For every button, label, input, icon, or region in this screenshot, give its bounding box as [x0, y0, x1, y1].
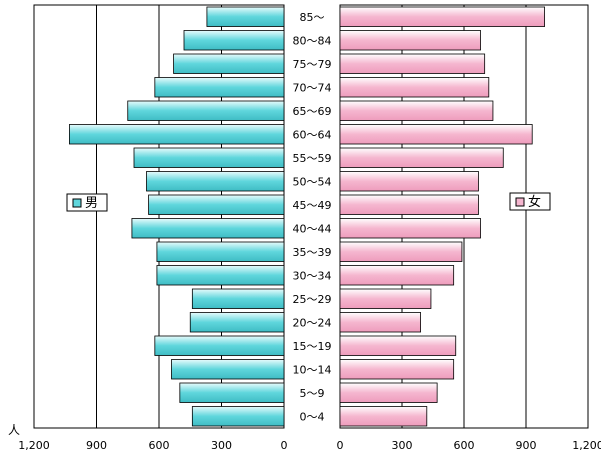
- legend-female-label: 女: [528, 194, 541, 210]
- male-bar: [189, 312, 285, 333]
- male-bar: [156, 241, 285, 262]
- age-group-label: 0～4: [300, 410, 325, 423]
- age-group-label: 10～14: [293, 363, 332, 376]
- female-bar: [339, 171, 479, 192]
- female-bar: [339, 265, 455, 286]
- age-group-label: 70～74: [293, 81, 332, 94]
- male-x-tick-label: 600: [149, 439, 170, 452]
- male-bar: [146, 171, 285, 192]
- age-group-label: 25～29: [293, 293, 332, 306]
- female-x-tick-label: 600: [454, 439, 475, 452]
- male-panel: [33, 4, 285, 429]
- age-group-label: 50～54: [293, 175, 332, 188]
- female-bar: [339, 312, 421, 333]
- legend-female: 女: [509, 192, 551, 211]
- male-bar: [148, 194, 285, 215]
- age-group-label: 85～: [300, 11, 325, 24]
- female-bar: [339, 359, 455, 380]
- male-bar: [183, 30, 285, 51]
- female-bar: [339, 147, 504, 168]
- legend-male-swatch: [72, 198, 82, 208]
- age-group-label: 40～44: [293, 222, 332, 235]
- age-group-label: 5～9: [300, 387, 325, 400]
- male-bar: [131, 218, 285, 239]
- male-x-tick-label: 300: [211, 439, 232, 452]
- male-bar: [154, 335, 285, 356]
- female-bar: [339, 194, 479, 215]
- male-x-tick-label: 900: [86, 439, 107, 452]
- female-bar: [339, 100, 494, 121]
- male-bar: [206, 6, 285, 27]
- male-bar: [156, 265, 285, 286]
- male-bar: [127, 100, 285, 121]
- female-x-tick-label: 300: [392, 439, 413, 452]
- male-bar: [179, 382, 285, 403]
- female-bar: [339, 77, 490, 98]
- age-group-label: 55～59: [293, 152, 332, 165]
- female-x-tick-label: 0: [337, 439, 344, 452]
- legend-male-label: 男: [85, 196, 98, 211]
- female-bar: [339, 382, 438, 403]
- legend-female-swatch: [515, 197, 525, 207]
- female-bar: [339, 406, 428, 427]
- female-bar: [339, 218, 481, 239]
- legend-male: 男: [66, 193, 108, 212]
- x-axis-ticks: 1,200 900 600 300 0 0 300 600 900 1,200: [18, 439, 601, 452]
- male-bar: [171, 359, 285, 380]
- age-group-label: 65～69: [293, 105, 332, 118]
- female-bar: [339, 335, 457, 356]
- female-panel: [339, 4, 589, 429]
- male-bar: [133, 147, 285, 168]
- female-x-tick-label: 900: [516, 439, 537, 452]
- age-group-label: 20～24: [293, 316, 332, 329]
- female-bar: [339, 6, 546, 27]
- female-bar: [339, 124, 533, 145]
- female-bar: [339, 30, 481, 51]
- male-bar: [173, 53, 285, 74]
- male-x-tick-label: 0: [281, 439, 288, 452]
- unit-label: 人: [8, 423, 20, 437]
- female-bar: [339, 53, 486, 74]
- age-group-label: 35～39: [293, 246, 332, 259]
- male-bar: [69, 124, 285, 145]
- female-bar: [339, 288, 432, 309]
- age-group-label: 45～49: [293, 199, 332, 212]
- male-bar: [191, 288, 285, 309]
- male-x-tick-label: 1,200: [18, 439, 50, 452]
- age-group-label: 30～34: [293, 269, 332, 282]
- female-bar: [339, 241, 463, 262]
- age-group-label: 75～79: [293, 58, 332, 71]
- age-group-label: 60～64: [293, 128, 332, 141]
- female-x-tick-label: 1,200: [572, 439, 601, 452]
- age-group-label: 15～19: [293, 340, 332, 353]
- age-group-label: 80～84: [293, 34, 332, 47]
- age-group-labels: 85～ 80～84 75～79 70～74 65～69 60～64 55～59 50～54 45…: [293, 11, 332, 424]
- male-bar: [191, 406, 285, 427]
- male-bar: [154, 77, 285, 98]
